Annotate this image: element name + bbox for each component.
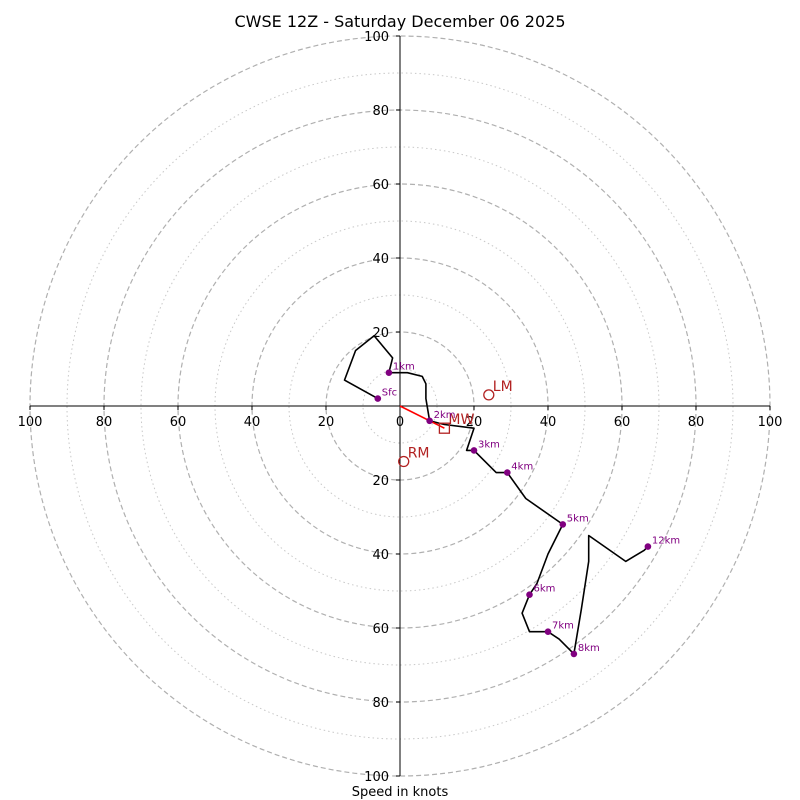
- y-tick-label: 60: [372, 178, 389, 193]
- height-marker-2km: [426, 417, 433, 425]
- lm-label: LM: [493, 379, 513, 395]
- lm-marker: [483, 389, 495, 401]
- rm-marker: [398, 455, 410, 468]
- x-tick-label: 40: [244, 415, 261, 430]
- height-marker-1km: [385, 369, 393, 377]
- height-label-3km: 3km: [478, 439, 500, 450]
- x-tick-label: 40: [540, 415, 557, 430]
- height-label-2km: 2km: [434, 410, 456, 421]
- y-tick-label: 60: [372, 622, 389, 637]
- height-marker-group: Sfc 1km 2km 3km 4km 5km 6km 7km 8km 12km: [374, 362, 680, 658]
- shear-vector: [399, 405, 445, 429]
- y-tick-label: 20: [372, 326, 389, 341]
- chart-title: CWSE 12Z - Saturday December 06 2025: [234, 12, 565, 31]
- height-label-1km: 1km: [393, 362, 415, 373]
- height-label-8km: 8km: [578, 643, 600, 654]
- x-tick-label: 80: [688, 415, 705, 430]
- x-tick-label: 20: [318, 415, 335, 430]
- height-marker-12km: [644, 543, 652, 550]
- height-label-sfc: Sfc: [382, 388, 397, 399]
- mw-marker: [438, 422, 451, 434]
- height-label-4km: 4km: [511, 462, 533, 473]
- x-tick-label: 100: [758, 415, 783, 430]
- height-marker-3km: [470, 447, 478, 454]
- height-marker-4km: [504, 469, 511, 476]
- height-marker-8km: [570, 650, 578, 658]
- axes: 100 80 60 40 20 0 20 40 60 80 100 100 80 60 40 20 20 40 60…: [18, 30, 783, 785]
- y-tick-label: 100: [364, 770, 389, 785]
- y-tick-label: 100: [364, 30, 389, 45]
- rm-label: RM: [408, 446, 430, 462]
- y-tick-label: 40: [372, 252, 389, 267]
- height-label-6km: 6km: [534, 584, 556, 595]
- x-tick-label: 0: [396, 415, 404, 430]
- x-tick-label: 60: [170, 415, 187, 430]
- x-axis-label: Speed in knots: [352, 785, 449, 800]
- x-tick-label: 60: [614, 415, 631, 430]
- height-marker-6km: [526, 591, 533, 598]
- x-tick-label: 100: [18, 415, 43, 430]
- height-marker-sfc: [374, 395, 382, 402]
- height-label-5km: 5km: [567, 513, 589, 524]
- x-tick-label: 20: [466, 415, 483, 430]
- x-tick-label: 80: [96, 415, 113, 430]
- y-tick-label: 40: [372, 548, 389, 563]
- y-tick-label: 80: [372, 104, 389, 119]
- y-tick-label: 20: [372, 474, 389, 489]
- height-marker-5km: [559, 521, 567, 528]
- height-label-12km: 12km: [652, 536, 680, 547]
- height-marker-7km: [544, 628, 552, 635]
- y-tick-label: 80: [372, 696, 389, 711]
- storm-motion-group: LM RM MW: [398, 379, 513, 468]
- mw-label: MW: [448, 412, 474, 428]
- height-label-7km: 7km: [552, 621, 574, 632]
